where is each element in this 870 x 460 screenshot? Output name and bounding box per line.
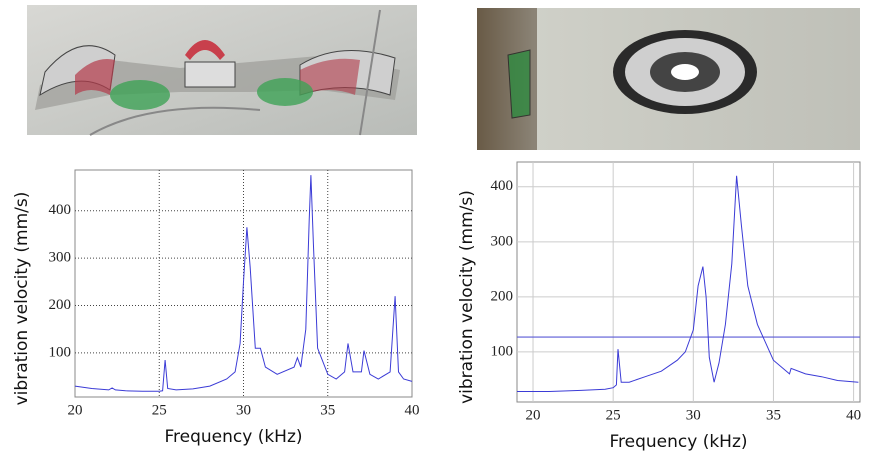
x-axis-label: Frequency (kHz): [164, 427, 302, 447]
y-tick-label: 100: [49, 344, 72, 360]
x-axis-label: Frequency (kHz): [609, 432, 747, 452]
plot-area: [516, 161, 861, 403]
x-tick-label: 25: [606, 407, 621, 423]
series-line: [517, 175, 859, 392]
y-tick-label: 300: [49, 250, 72, 266]
x-tick-label: 35: [320, 402, 335, 418]
x-tick-label: 30: [236, 402, 251, 418]
y-tick-label: 300: [491, 233, 514, 249]
x-tick-label: 25: [152, 402, 167, 418]
y-tick-label: 200: [491, 288, 514, 304]
y-tick-label: 400: [491, 178, 514, 194]
x-tick-label: 30: [686, 407, 701, 423]
y-axis-label: vibration velocity (mm/s): [12, 192, 32, 406]
x-tick-label: 40: [405, 402, 420, 418]
x-tick-label: 20: [68, 402, 83, 418]
y-tick-label: 100: [491, 343, 514, 359]
y-tick-label: 200: [49, 297, 72, 313]
series-line: [74, 175, 413, 392]
y-axis-label: vibration velocity (mm/s): [457, 190, 477, 404]
photo-right: [477, 8, 860, 150]
photo-left: [27, 5, 417, 136]
x-tick-label: 35: [766, 407, 781, 423]
x-tick-label: 20: [526, 407, 541, 423]
x-tick-label: 40: [846, 407, 861, 423]
y-tick-label: 400: [49, 202, 72, 218]
